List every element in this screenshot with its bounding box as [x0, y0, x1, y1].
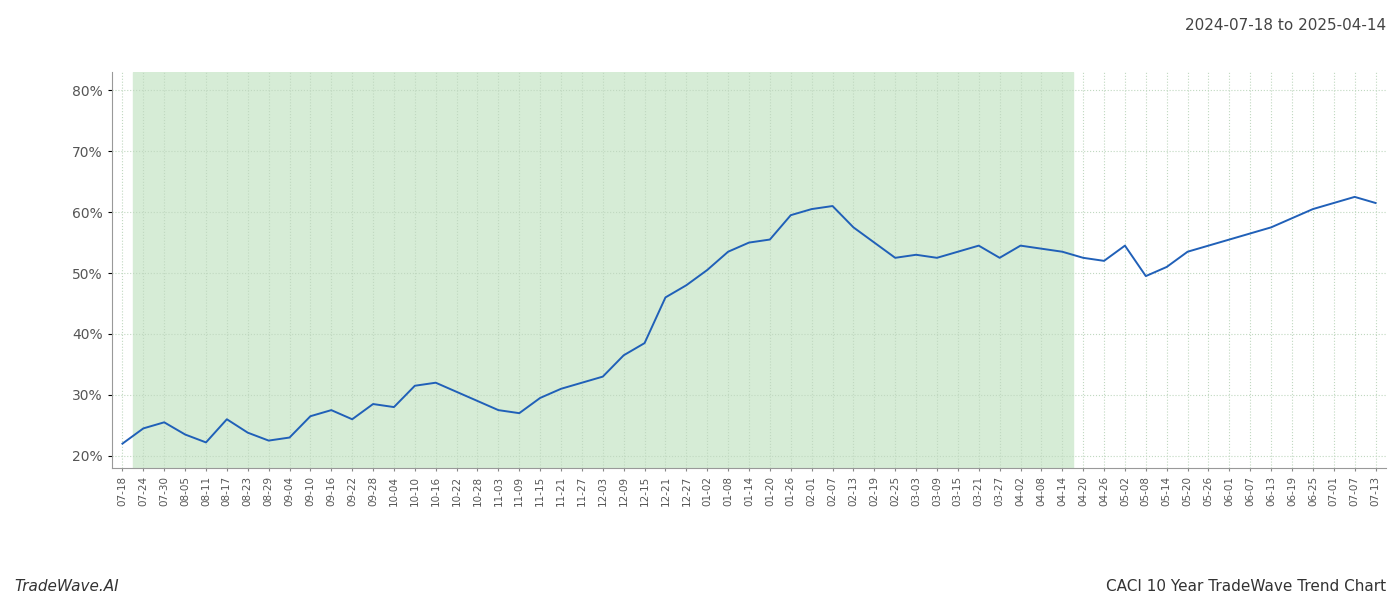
Bar — [133, 72, 1072, 468]
Text: TradeWave.AI: TradeWave.AI — [14, 579, 119, 594]
Text: CACI 10 Year TradeWave Trend Chart: CACI 10 Year TradeWave Trend Chart — [1106, 579, 1386, 594]
Text: 2024-07-18 to 2025-04-14: 2024-07-18 to 2025-04-14 — [1184, 18, 1386, 33]
